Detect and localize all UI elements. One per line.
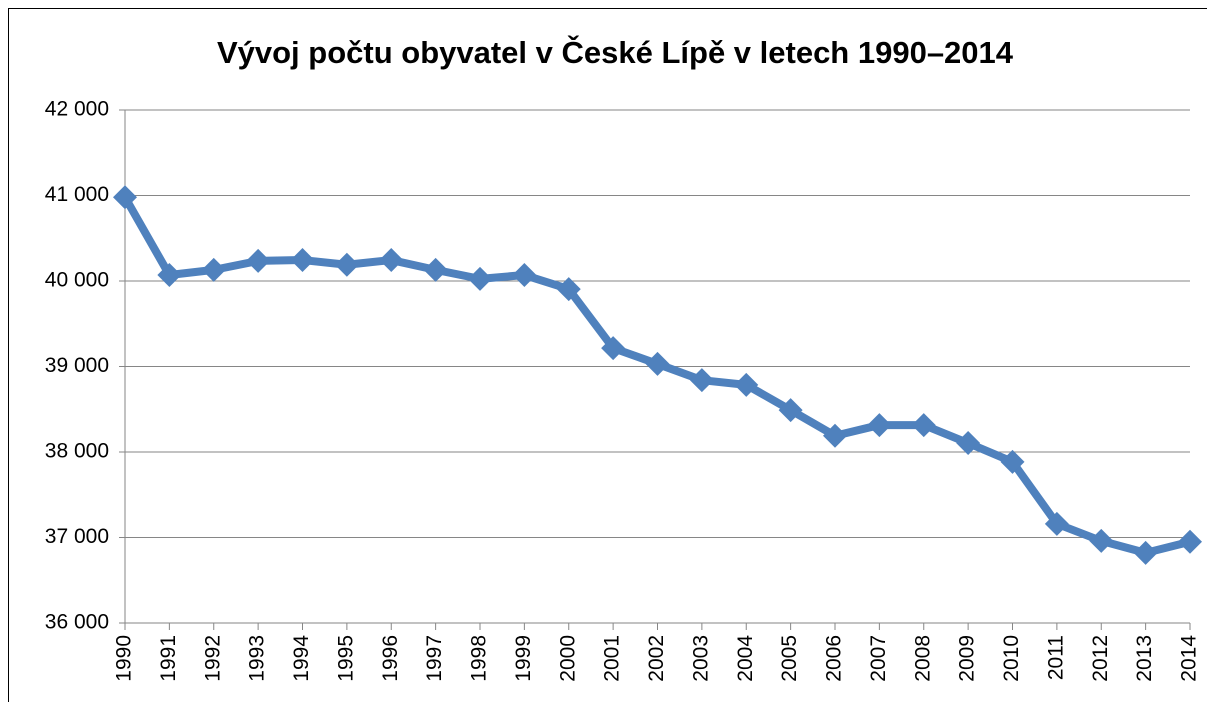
y-tick-label: 42 000 (45, 98, 109, 121)
y-tick-label: 36 000 (45, 611, 109, 634)
x-tick-label: 2005 (778, 635, 801, 682)
data-marker (157, 263, 182, 288)
x-tick-label: 1993 (246, 635, 269, 682)
x-tick-label: 2007 (867, 635, 890, 682)
data-marker (379, 248, 404, 273)
data-marker (911, 413, 936, 438)
data-marker (956, 431, 981, 456)
data-marker (512, 263, 537, 288)
data-marker (201, 257, 226, 282)
x-tick-label: 1995 (334, 635, 357, 682)
y-tick-label: 39 000 (45, 354, 109, 377)
x-tick-label: 2014 (1178, 635, 1201, 682)
data-marker (778, 398, 803, 423)
data-marker (645, 351, 670, 376)
x-tick-label: 1999 (512, 635, 535, 682)
data-marker (689, 368, 714, 393)
x-tick-label: 1992 (201, 635, 224, 682)
x-tick-label: 2000 (556, 635, 579, 682)
x-tick-label: 1990 (113, 635, 136, 682)
data-marker (246, 248, 271, 273)
y-tick-label: 38 000 (45, 440, 109, 463)
x-tick-label: 2004 (734, 635, 757, 682)
x-tick-label: 2006 (823, 635, 846, 682)
chart-frame (8, 8, 1207, 702)
data-marker (1089, 528, 1114, 553)
x-tick-label: 2001 (601, 635, 624, 682)
data-marker (1044, 511, 1069, 536)
data-marker (556, 277, 581, 302)
x-tick-label: 1998 (468, 635, 491, 682)
x-tick-label: 2013 (1133, 635, 1156, 682)
y-tick-label: 41 000 (45, 183, 109, 206)
data-marker (601, 336, 626, 361)
x-tick-label: 2003 (689, 635, 712, 682)
x-tick-label: 2012 (1089, 635, 1112, 682)
x-tick-label: 2008 (911, 635, 934, 682)
data-marker (867, 413, 892, 438)
data-marker (1000, 449, 1025, 474)
y-tick-label: 37 000 (45, 525, 109, 548)
y-tick-label: 40 000 (45, 269, 109, 292)
x-tick-label: 1996 (379, 635, 402, 682)
data-marker (734, 372, 759, 397)
x-tick-label: 2010 (1000, 635, 1023, 682)
x-tick-label: 2011 (1044, 635, 1067, 680)
data-marker (823, 423, 847, 448)
data-marker (1133, 540, 1158, 565)
x-tick-label: 1994 (290, 635, 313, 682)
data-marker (334, 252, 359, 277)
chart-title: Vývoj počtu obyvatel v České Lípě v lete… (217, 34, 1014, 70)
x-tick-label: 1997 (423, 635, 446, 682)
data-marker (1178, 529, 1202, 554)
x-tick-label: 2002 (645, 635, 668, 682)
data-marker (113, 185, 137, 210)
x-tick-label: 1991 (157, 635, 180, 682)
data-marker (423, 257, 448, 282)
x-tick-label: 2009 (956, 635, 979, 682)
data-marker (468, 266, 492, 291)
data-marker (290, 248, 315, 273)
